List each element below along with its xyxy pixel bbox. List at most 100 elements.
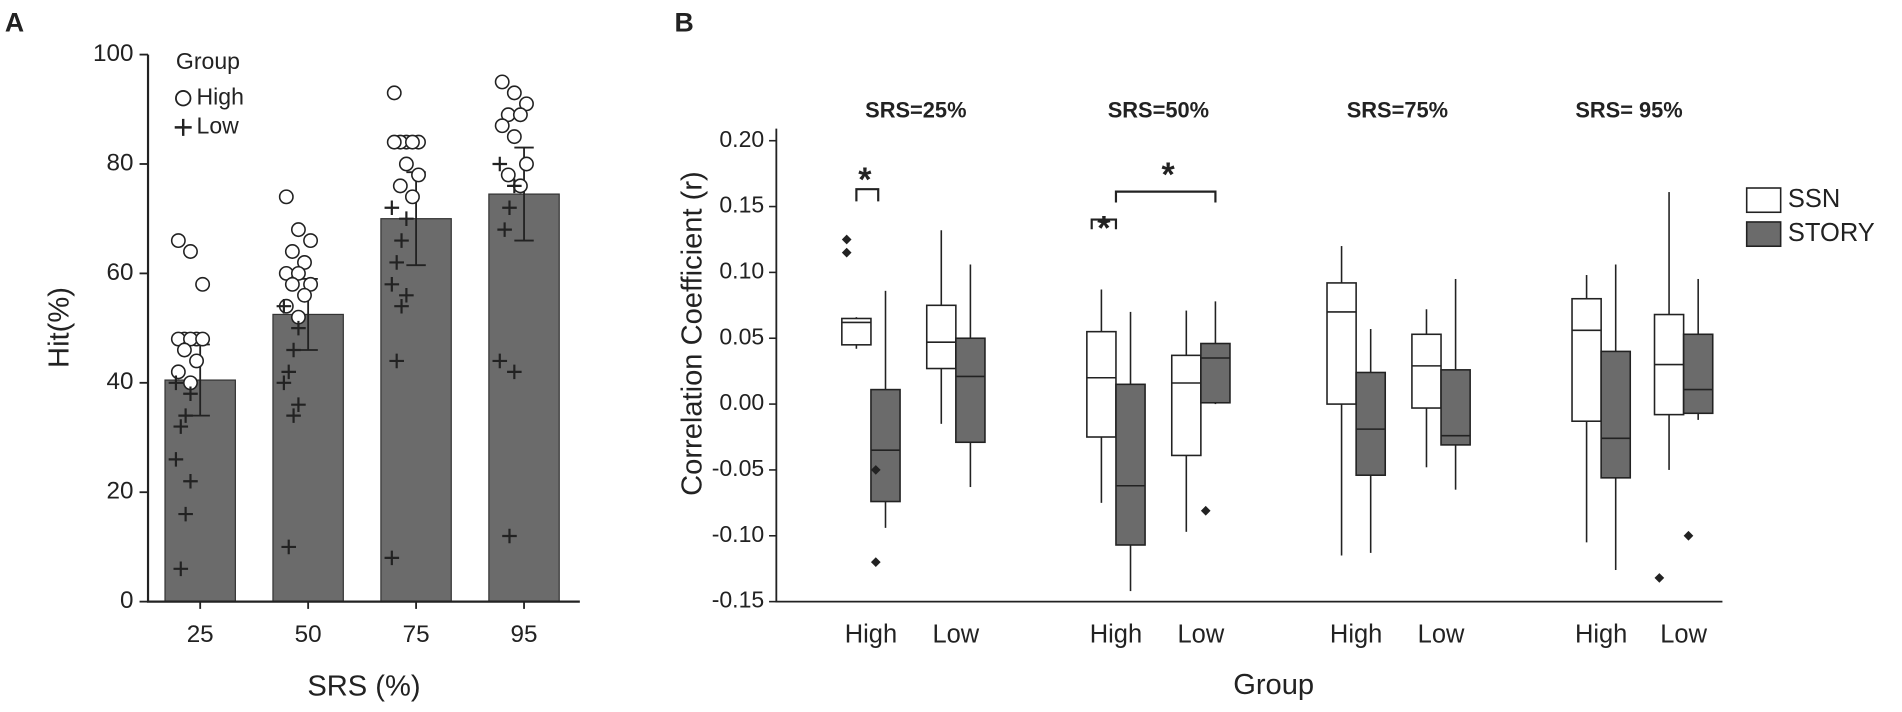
x-tick-label: 25 [187,621,214,648]
point-low [389,255,404,270]
point-high [195,276,211,292]
box [1170,354,1202,457]
point-low [384,200,400,216]
panel-label: B [674,7,693,37]
point-low [394,233,409,248]
significance-label: * [1097,209,1111,247]
point-high [411,167,426,183]
point-low [389,353,404,369]
box [1326,282,1357,405]
y-tick-label: -0.10 [712,521,765,547]
point-low [168,375,184,391]
box [1086,330,1117,438]
y-tick-label: -0.05 [712,455,765,481]
legend-title: Group [176,48,240,74]
point-low [502,528,517,544]
point-high [284,276,300,292]
point-low [399,288,414,303]
y-tick-label: 0.05 [719,323,764,349]
outlier [1683,530,1694,541]
point-high [500,167,516,183]
point-low [183,386,198,402]
point-low [507,364,522,380]
y-axis-label: Correlation Coefficient (r) [677,171,709,496]
point-high [278,189,294,205]
legend-swatch [1745,187,1782,214]
y-tick-label: 0.20 [719,126,764,152]
x-axis-label: SRS (%) [307,670,420,702]
point-low [173,561,189,577]
significance-bracket [855,188,880,202]
box [955,337,986,444]
x-tick-label: Low [1660,620,1707,648]
point-low [276,375,292,391]
y-tick-label: 0.00 [719,389,764,415]
y-tick-label: 80 [106,149,133,176]
box [1411,333,1442,409]
legend-label: SSN [1788,185,1840,213]
box [1355,371,1387,476]
point-low [507,178,522,194]
point-low [276,298,292,314]
point-high [404,189,420,205]
outlier [870,557,881,567]
point-high [519,156,534,172]
bar [272,313,344,603]
outlier [1654,573,1665,583]
point-high [303,233,319,249]
point-low [183,473,198,489]
point-high [170,364,186,380]
x-tick-label: High [1575,620,1627,648]
y-tick-label: -0.15 [712,587,765,613]
x-tick-label: Low [1177,620,1224,648]
point-low [178,408,193,423]
x-tick-label: Low [932,620,979,648]
y-tick-label: 60 [106,259,133,286]
point-high [404,134,420,150]
panel-label: A [5,7,24,37]
point-low [492,353,508,369]
panel-title: SRS=75% [1347,97,1448,122]
y-tick-label: 0.15 [719,192,764,218]
point-low [281,539,297,555]
point-low [286,408,301,423]
point-low [178,506,193,522]
point-low [384,277,400,292]
point-high [386,85,402,101]
outlier [1200,505,1211,516]
point-high [398,156,414,172]
significance-label: * [858,161,872,199]
x-tick-label: 50 [295,621,322,648]
x-axis-label: Group [1233,669,1314,701]
point-low [286,342,301,358]
axes [146,54,580,603]
point-low [492,156,508,172]
outlier [870,465,881,475]
y-tick-label: 40 [106,368,133,395]
box [1600,350,1632,479]
panel-title: SRS= 95% [1575,97,1682,122]
y-tick-label: 0 [120,587,134,614]
significance-bracket [1114,190,1217,203]
box [1571,297,1602,422]
y-axis-label: Hit(%) [43,287,75,368]
point-low [173,419,189,434]
panel-title: SRS=25% [865,97,966,122]
bar [488,193,560,603]
point-high [284,244,300,259]
point-high [494,74,510,90]
significance-label: * [1162,156,1176,194]
legend-label: High [197,83,244,109]
outlier [841,234,852,245]
point-high [494,118,510,134]
point-high [290,222,306,238]
legend-label: Low [197,112,240,138]
point-high [183,244,198,259]
x-tick-label: High [845,620,897,648]
legend-marker [175,90,192,107]
point-high [506,129,522,145]
y-tick-label: 100 [93,40,133,67]
box [1440,369,1471,446]
